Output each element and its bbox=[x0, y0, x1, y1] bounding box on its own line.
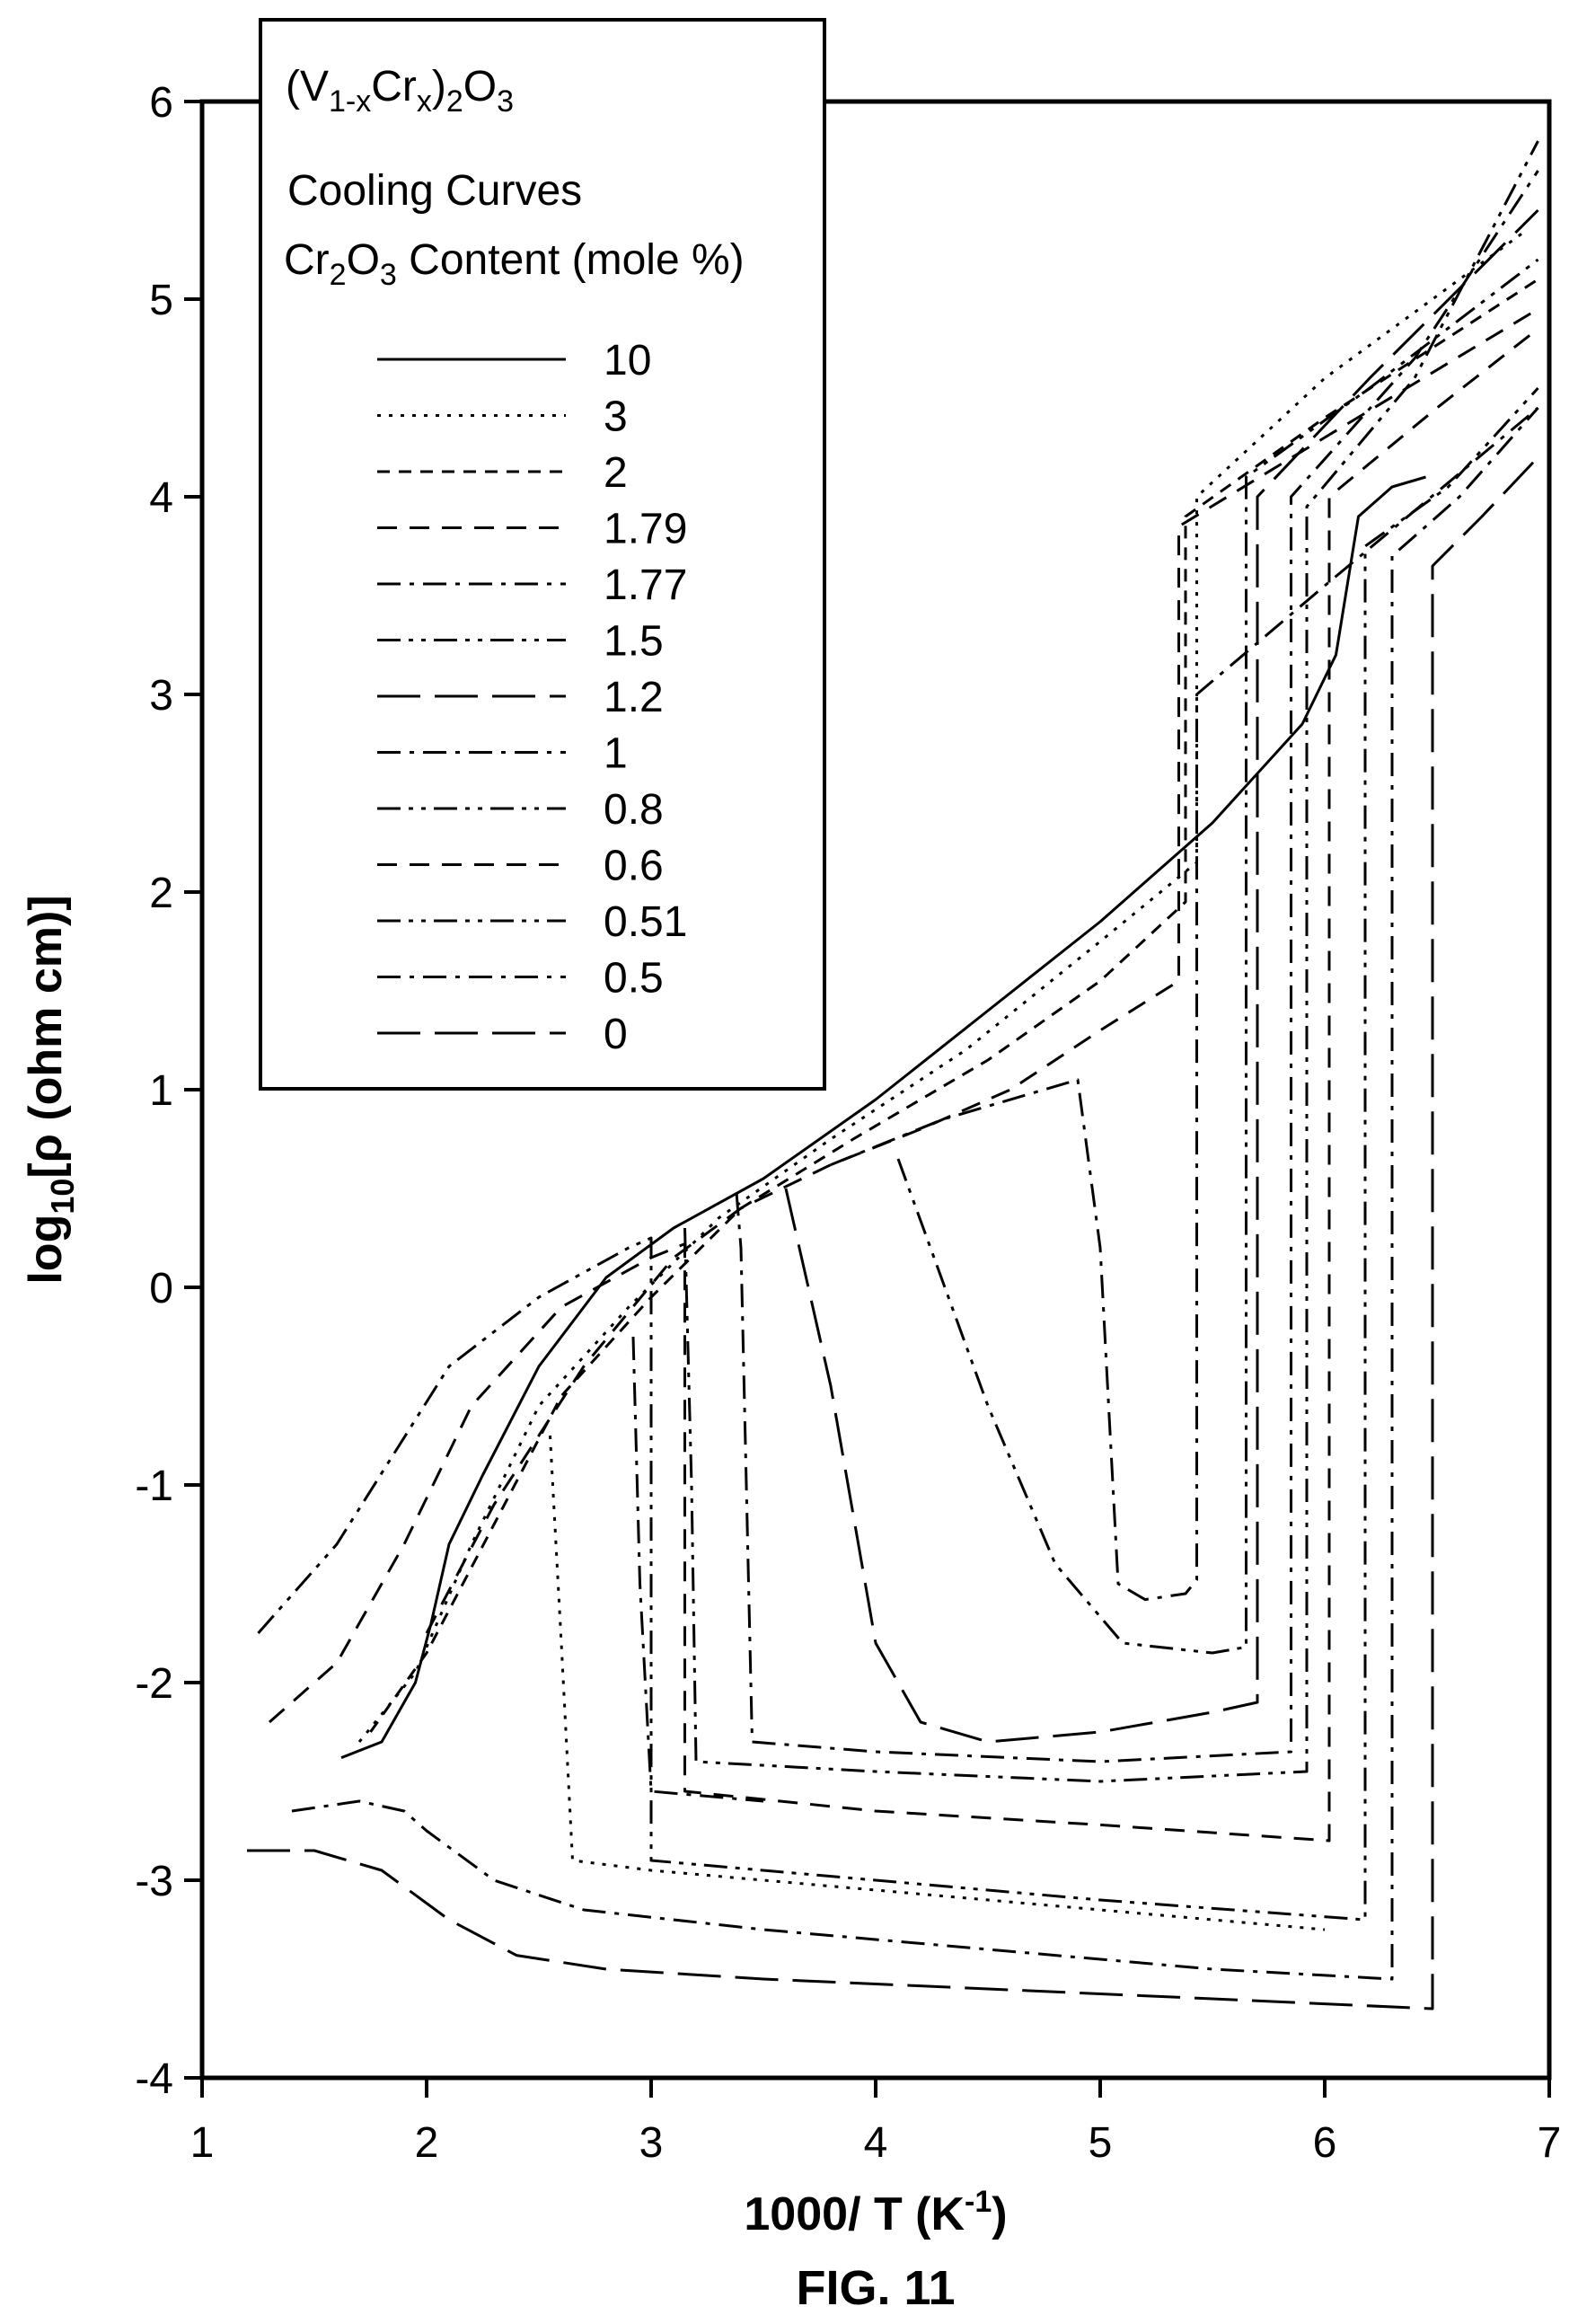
legend-subtitle-1: Cooling Curves bbox=[287, 167, 582, 215]
x-tick-label: 5 bbox=[1089, 2119, 1113, 2167]
y-tick-label: 5 bbox=[149, 277, 173, 324]
y-tick-label: -3 bbox=[135, 1858, 173, 1905]
y-axis-label: log10[ρ (ohm cm)] bbox=[20, 895, 81, 1284]
y-tick-label: 2 bbox=[149, 870, 173, 917]
y-tick-label: -1 bbox=[135, 1462, 173, 1510]
legend-label: 0.51 bbox=[604, 898, 687, 946]
series-line-1-2 bbox=[784, 208, 1539, 1744]
series-line-0-8 bbox=[683, 140, 1539, 1783]
x-axis-label: 1000/ T (K-1) bbox=[744, 2185, 1007, 2240]
legend-label: 0 bbox=[604, 1011, 628, 1058]
legend-label: 1.79 bbox=[604, 506, 687, 553]
y-tick-label: 6 bbox=[149, 79, 173, 127]
legend-label: 1.5 bbox=[604, 618, 664, 666]
legend-label: 3 bbox=[604, 393, 628, 441]
legend-label: 1.2 bbox=[604, 674, 664, 721]
series-line-2 bbox=[369, 278, 1539, 1733]
series-line-1 bbox=[735, 170, 1539, 1763]
legend-label: 0.8 bbox=[604, 786, 664, 834]
y-tick-label: 1 bbox=[149, 1067, 173, 1115]
legend-subtitle-2: Cr2O3 Content (mole %) bbox=[284, 236, 745, 292]
y-tick-label: -2 bbox=[135, 1660, 173, 1708]
legend-label: 0.5 bbox=[604, 955, 664, 1003]
series-line-unlabeled-14 bbox=[631, 1336, 764, 1803]
legend-box bbox=[259, 18, 826, 1091]
x-tick-label: 6 bbox=[1313, 2119, 1337, 2167]
series-line-unlabeled-13 bbox=[549, 1435, 1326, 1931]
series-line-1-5 bbox=[896, 258, 1539, 1655]
x-tick-label: 4 bbox=[864, 2119, 888, 2167]
legend-label: 10 bbox=[604, 337, 651, 384]
legend-items: 10 3 2 1.79 1.77 1.5 1.2 1 0.8 0.6 0.51 0.5 0 bbox=[377, 337, 687, 1058]
y-tick-label: 4 bbox=[149, 474, 173, 522]
y-tick-label: 0 bbox=[149, 1265, 173, 1312]
series-line-0-51 bbox=[257, 386, 1539, 1922]
legend-label: 1 bbox=[604, 730, 628, 778]
figure-label: FIG. 11 bbox=[796, 2261, 955, 2315]
legend-title: (V1-xCrx)2O3 bbox=[286, 63, 514, 119]
y-tick-label: -4 bbox=[135, 2055, 173, 2103]
legend: (V1-xCrx)2O3 Cooling Curves Cr2O3 Conten… bbox=[259, 18, 826, 1091]
x-tick-label: 7 bbox=[1538, 2119, 1562, 2167]
legend-label: 1.77 bbox=[604, 561, 687, 609]
series-line-10 bbox=[340, 475, 1426, 1759]
legend-label: 0.6 bbox=[604, 843, 664, 890]
x-tick-label: 1 bbox=[190, 2119, 215, 2167]
series-line-0 bbox=[247, 455, 1539, 2010]
series-line-1-77 bbox=[830, 406, 1539, 1602]
legend-label: 2 bbox=[604, 449, 628, 497]
y-tick-label: 3 bbox=[149, 672, 173, 720]
x-tick-label: 2 bbox=[415, 2119, 439, 2167]
series-layer bbox=[247, 140, 1539, 2010]
series-line-0-5 bbox=[291, 407, 1539, 1981]
ticks-layer: 1 2 3 4 5 6 7 -4 -3 -2 -1 0 1 2 3 4 5 6 bbox=[135, 79, 1561, 2167]
x-tick-label: 3 bbox=[639, 2119, 664, 2167]
